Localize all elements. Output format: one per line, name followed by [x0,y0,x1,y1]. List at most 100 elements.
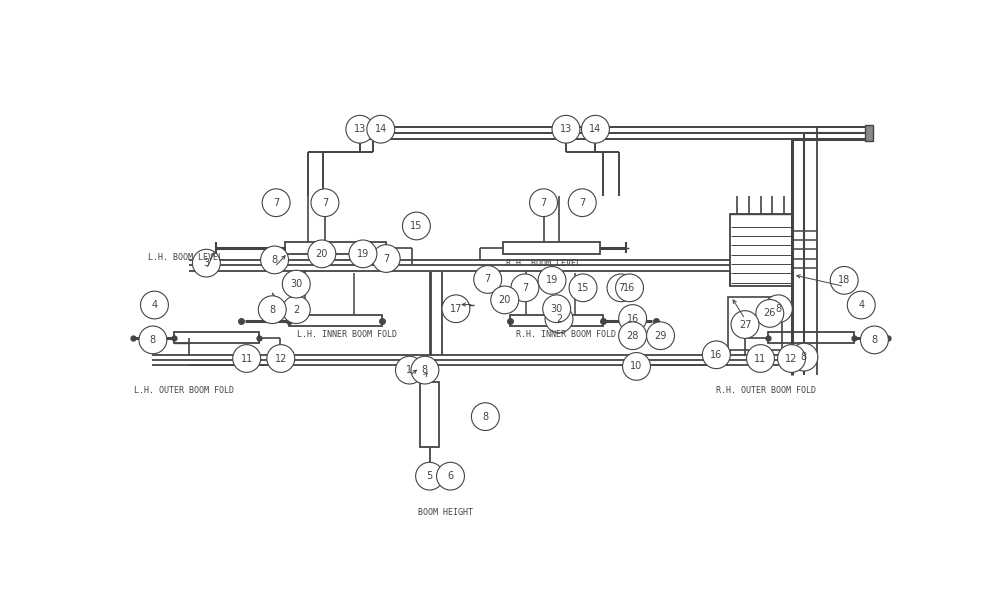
Ellipse shape [267,345,295,372]
Text: R.H. OUTER BOOM FOLD: R.H. OUTER BOOM FOLD [716,386,816,395]
Ellipse shape [647,322,674,350]
Text: 8: 8 [871,335,877,345]
Ellipse shape [581,115,609,143]
Ellipse shape [847,291,875,319]
Text: R.H. BOOM LEVEL: R.H. BOOM LEVEL [506,259,581,268]
Text: 30: 30 [290,279,302,289]
Text: BOOM HEIGHT: BOOM HEIGHT [418,509,473,518]
Text: 10: 10 [630,361,643,371]
Text: 16: 16 [710,350,722,360]
Text: 8: 8 [272,255,278,265]
Ellipse shape [731,310,759,338]
Ellipse shape [349,240,377,268]
Text: 19: 19 [546,275,558,285]
Text: 7: 7 [322,198,328,208]
Ellipse shape [543,295,571,323]
Text: 14: 14 [375,124,387,134]
Ellipse shape [471,403,499,431]
Ellipse shape [140,291,168,319]
Text: 11: 11 [241,353,253,364]
Text: 28: 28 [626,331,639,341]
Text: 8: 8 [422,365,428,375]
Ellipse shape [511,274,539,301]
Ellipse shape [258,296,286,324]
Ellipse shape [619,322,647,350]
Ellipse shape [616,274,643,301]
Ellipse shape [756,300,784,327]
Text: 2: 2 [293,304,299,315]
Text: 8: 8 [150,335,156,345]
Text: 3: 3 [203,258,209,268]
Ellipse shape [530,189,557,217]
Ellipse shape [192,249,220,277]
Text: 16: 16 [623,283,636,293]
Bar [503,242,600,254]
Text: 7: 7 [273,198,279,208]
Text: 8: 8 [775,304,781,313]
Text: 14: 14 [589,124,602,134]
Text: R.H. INNER BOOM FOLD: R.H. INNER BOOM FOLD [516,330,616,339]
Ellipse shape [860,326,888,354]
Ellipse shape [747,345,774,372]
Bar [285,242,386,254]
Bar [728,297,782,350]
Text: 7: 7 [383,254,389,263]
Text: 27: 27 [739,320,751,330]
Text: 12: 12 [785,353,798,364]
Text: 8: 8 [801,352,807,362]
Text: 7: 7 [522,283,528,293]
Text: 7: 7 [618,283,624,293]
Ellipse shape [282,270,310,298]
Text: 15: 15 [410,221,423,231]
Text: 7: 7 [485,274,491,284]
Text: 20: 20 [499,295,511,305]
Ellipse shape [372,245,400,272]
Text: 13: 13 [560,124,572,134]
Ellipse shape [262,189,290,217]
Ellipse shape [442,295,470,323]
Text: 30: 30 [551,304,563,313]
Bar [730,214,793,286]
Text: 12: 12 [275,353,287,364]
Ellipse shape [474,266,502,294]
Ellipse shape [139,326,167,354]
Ellipse shape [778,345,805,372]
Ellipse shape [538,266,566,294]
Text: 8: 8 [482,412,488,422]
Ellipse shape [233,345,261,372]
Ellipse shape [830,266,858,294]
Text: 7: 7 [579,198,585,208]
Ellipse shape [568,189,596,217]
Bar [289,315,382,326]
Ellipse shape [367,115,395,143]
Ellipse shape [491,286,519,313]
Ellipse shape [623,353,650,381]
Ellipse shape [437,462,464,490]
Text: 4: 4 [858,300,864,310]
Ellipse shape [552,115,580,143]
Ellipse shape [619,304,647,332]
Ellipse shape [395,356,423,384]
Ellipse shape [311,189,339,217]
Text: 15: 15 [577,283,589,293]
Ellipse shape [402,212,430,240]
Text: 1: 1 [406,365,412,375]
Text: 13: 13 [354,124,366,134]
Ellipse shape [607,274,635,301]
Ellipse shape [702,341,730,368]
Bar [174,332,259,342]
Ellipse shape [569,274,597,301]
Ellipse shape [308,240,336,268]
Text: 7: 7 [540,198,547,208]
Ellipse shape [346,115,374,143]
Text: 11: 11 [754,353,767,364]
Text: 5: 5 [426,471,433,481]
Text: L.H. INNER BOOM FOLD: L.H. INNER BOOM FOLD [297,330,397,339]
Bar [768,332,854,342]
Ellipse shape [416,462,444,490]
Text: 18: 18 [838,275,850,285]
Text: 29: 29 [654,331,667,341]
Text: 19: 19 [357,249,369,259]
Text: 16: 16 [626,313,639,324]
Text: L.H. OUTER BOOM FOLD: L.H. OUTER BOOM FOLD [134,386,234,395]
